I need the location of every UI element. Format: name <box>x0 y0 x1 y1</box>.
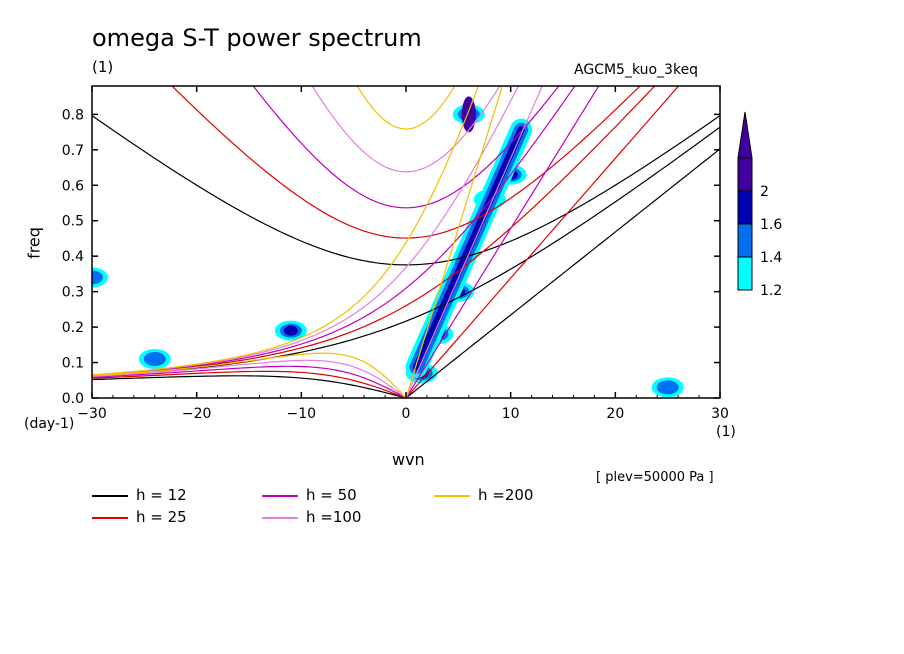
shade-mid-8 <box>143 352 166 366</box>
x-axis-label: wvn <box>392 450 425 469</box>
x-tick-label-6: 30 <box>711 406 729 422</box>
x-tick-label-2: −10 <box>287 406 317 422</box>
colorbar-label-2: 1.6 <box>760 217 782 233</box>
plot-area <box>92 86 720 398</box>
colorbar-label-1: 1.4 <box>760 250 782 266</box>
x-tick-label-3: 0 <box>402 406 411 422</box>
mrg-curve-25 <box>92 86 656 377</box>
legend-label-h50: h = 50 <box>306 486 357 504</box>
legend-swatch-h50 <box>262 495 298 497</box>
gravity-curve-12 <box>92 115 720 266</box>
shade-mid-7 <box>92 270 103 285</box>
legend-swatch-h12 <box>92 495 128 497</box>
rossby-curve-50 <box>92 365 407 398</box>
colorbar-segment-3 <box>737 157 753 192</box>
y-tick-label-7: 0.7 <box>62 143 84 159</box>
gravity-curve-200 <box>356 86 456 130</box>
run-name: AGCM5_kuo_3keq <box>574 62 699 78</box>
legend-label-h100: h =100 <box>306 508 362 526</box>
kelvin-curve-12 <box>405 148 720 398</box>
x-tick-label-1: −20 <box>182 406 212 422</box>
kelvin-curve-100 <box>405 86 543 398</box>
mrg-curve-50 <box>92 86 576 376</box>
mrg-curve-100 <box>92 86 520 376</box>
colorbar-label-0: 1.2 <box>760 283 782 299</box>
kelvin-curve-50 <box>405 86 600 398</box>
y-tick-label-2: 0.2 <box>62 320 84 336</box>
kelvin-band-core <box>412 126 525 371</box>
x-tick-label-4: 10 <box>502 406 520 422</box>
legend-label-h200: h =200 <box>478 486 534 504</box>
y-tick-label-3: 0.3 <box>62 285 84 301</box>
legend-swatch-h100 <box>262 517 298 519</box>
x-axis-unit: (1) <box>716 424 736 440</box>
gravity-curve-25 <box>171 86 641 239</box>
legend-label-h12: h = 12 <box>136 486 187 504</box>
x-tick-label-0: −30 <box>77 406 107 422</box>
chart-title: omega S-T power spectrum <box>92 24 422 52</box>
rossby-curve-100 <box>92 359 407 398</box>
y-tick-label-0: 0.0 <box>62 391 84 407</box>
mrg-curve-12 <box>92 126 720 377</box>
colorbar-segment-1 <box>737 223 753 258</box>
y-tick-label-5: 0.5 <box>62 214 84 230</box>
y-tick-label-4: 0.4 <box>62 249 84 265</box>
y-tick-label-8: 0.8 <box>62 107 84 123</box>
rossby-curve-200 <box>92 352 407 398</box>
rossby-curve-25 <box>92 370 407 398</box>
legend-label-h25: h = 25 <box>136 508 187 526</box>
gravity-curve-100 <box>311 86 501 173</box>
y-axis-unit: (day-1) <box>24 416 75 432</box>
shade-core-5 <box>283 325 298 336</box>
shade-mid-9 <box>656 380 679 395</box>
kelvin-curve-25 <box>405 86 680 398</box>
legend-swatch-h200 <box>434 495 470 497</box>
chart-units: (1) <box>92 58 114 76</box>
colorbar-arrow <box>737 111 753 159</box>
y-tick-label-1: 0.1 <box>62 356 84 372</box>
shade-peak-0 <box>461 96 476 133</box>
gravity-curve-50 <box>252 86 560 209</box>
colorbar-segment-2 <box>737 190 753 225</box>
colorbar-label-3: 2 <box>760 184 769 200</box>
colorbar-segment-0 <box>737 256 753 291</box>
pressure-level-label: [ plev=50000 Pa ] <box>596 470 714 485</box>
mrg-curve-200 <box>92 86 480 376</box>
y-axis-label: freq <box>24 227 44 259</box>
rossby-curve-12 <box>92 375 407 398</box>
x-tick-label-5: 20 <box>606 406 624 422</box>
kelvin-curve-200 <box>405 86 503 398</box>
legend-swatch-h25 <box>92 517 128 519</box>
y-tick-label-6: 0.6 <box>62 178 84 194</box>
